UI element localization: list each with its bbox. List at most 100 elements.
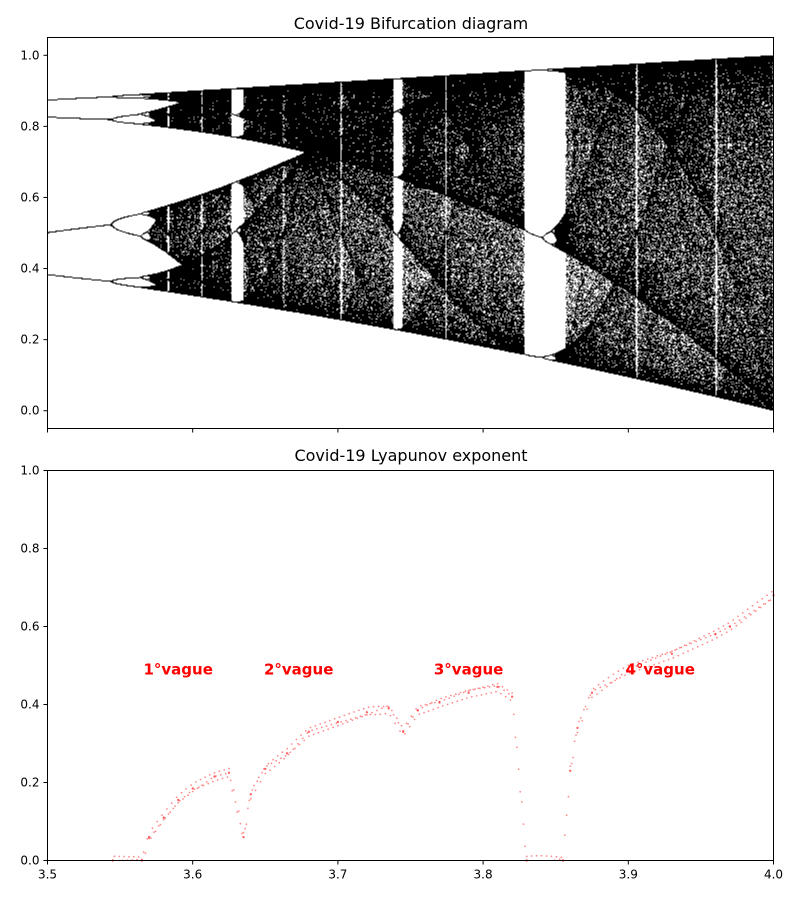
y-tick-label: 0.8 (20, 542, 39, 556)
lyapunov-point (280, 757, 282, 760)
lyapunov-point (159, 823, 162, 826)
lyapunov-point (362, 707, 365, 710)
lyapunov-point (578, 720, 580, 723)
bifurcation-panel: Covid-19 Bifurcation diagram 0.00.20.40.… (20, 14, 774, 433)
lyapunov-point (622, 667, 625, 670)
lyapunov-point (545, 855, 548, 857)
lyapunov-point (183, 795, 186, 798)
lyapunov-point (376, 709, 378, 712)
lyapunov-point (510, 695, 514, 698)
lyapunov-point (216, 779, 219, 781)
lyapunov-point (261, 771, 263, 774)
lyapunov-point (590, 691, 594, 694)
lyapunov-point (671, 650, 673, 653)
lyapunov-point (661, 653, 664, 656)
lyapunov-point (572, 756, 574, 759)
lyapunov-point (247, 807, 249, 810)
lyapunov-point (242, 831, 245, 834)
lyapunov-point (340, 721, 342, 723)
lyapunov-point (353, 711, 355, 713)
lyapunov-point (741, 612, 744, 614)
y-tick-label: 0.0 (20, 854, 39, 868)
lyapunov-point (508, 692, 510, 695)
y-tick-label: 1.0 (20, 464, 39, 478)
lyapunov-point (267, 762, 270, 765)
lyapunov-point (177, 798, 180, 802)
lyapunov-point (410, 715, 413, 718)
lyapunov-point (573, 740, 576, 743)
lyapunov-point (132, 855, 135, 858)
lyapunov-point (284, 754, 287, 757)
lyapunov-point (420, 704, 422, 707)
lyapunov-point (328, 719, 331, 722)
lyapunov-point (358, 709, 360, 712)
lyapunov-point (325, 725, 328, 727)
lyapunov-point (738, 619, 741, 622)
lyapunov-point (624, 674, 626, 677)
lyapunov-point (569, 765, 572, 767)
lyapunov-point (737, 615, 739, 618)
lyapunov-point (591, 696, 593, 699)
lyapunov-point (615, 677, 618, 680)
lyapunov-point (270, 762, 273, 765)
lyapunov-point (402, 730, 405, 733)
lyapunov-point (359, 715, 362, 718)
lyapunov-point (688, 642, 691, 644)
lyapunov-point (384, 712, 387, 715)
lyapunov-point (550, 855, 553, 858)
lyapunov-point (558, 858, 561, 861)
lyapunov-point (196, 787, 199, 790)
lyapunov-point (459, 691, 462, 694)
lyapunov-point (753, 609, 755, 612)
lyapunov-point (586, 708, 589, 710)
lyapunov-point (144, 852, 147, 855)
lyapunov-point (295, 738, 298, 741)
lyapunov-point (387, 705, 390, 708)
lyapunov-point (415, 708, 417, 710)
lyapunov-point (679, 646, 681, 649)
lyapunov-point (278, 761, 281, 764)
lyapunov-point (620, 673, 623, 676)
lyapunov-point (517, 768, 520, 771)
lyapunov-point (650, 659, 652, 661)
lyapunov-point (407, 723, 409, 725)
lyapunov-point (683, 644, 686, 647)
lyapunov-point (496, 685, 499, 689)
x-tick-label: 4.0 (764, 868, 783, 882)
lyapunov-point (754, 610, 757, 613)
lyapunov-point (236, 811, 239, 813)
lyapunov-point (716, 636, 718, 639)
lyapunov-title: Covid-19 Lyapunov exponent (294, 446, 527, 465)
lyapunov-point (345, 719, 347, 722)
lyapunov-point (509, 699, 512, 701)
lyapunov-point (706, 641, 709, 644)
lyapunov-point (257, 776, 260, 779)
lyapunov-point (576, 731, 579, 734)
lyapunov-point (658, 662, 660, 664)
lyapunov-point (412, 716, 414, 718)
lyapunov-point (581, 720, 584, 722)
lyapunov-point (761, 597, 764, 600)
lyapunov-point (570, 762, 573, 765)
lyapunov-point (400, 724, 403, 727)
lyapunov-point (343, 714, 346, 717)
lyapunov-point (730, 628, 733, 631)
lyapunov-point (244, 827, 246, 830)
lyapunov-point (701, 643, 704, 646)
lyapunov-point (469, 689, 472, 691)
lyapunov-point (691, 648, 694, 650)
lyapunov-point (646, 658, 649, 660)
lyapunov-point (311, 729, 313, 732)
lyapunov-point (727, 622, 730, 625)
lyapunov-point (123, 855, 125, 858)
lyapunov-point (201, 784, 203, 787)
lyapunov-point (682, 652, 685, 655)
lyapunov-point (220, 774, 222, 776)
lyapunov-point (169, 811, 172, 814)
lyapunov-point (690, 642, 693, 645)
lyapunov-point (327, 728, 330, 731)
lyapunov-point (426, 704, 428, 706)
wave-label: 3°vague (434, 660, 503, 678)
lyapunov-point (251, 789, 254, 791)
lyapunov-point (472, 688, 475, 691)
